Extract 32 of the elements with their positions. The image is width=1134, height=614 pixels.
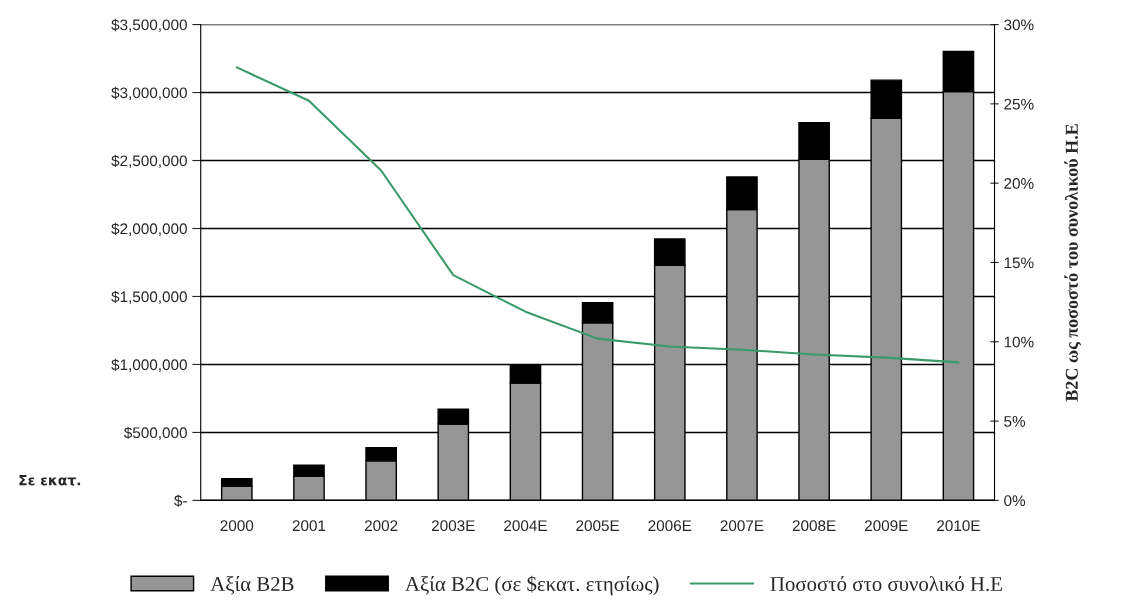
- y-tick-label: $3,500,000: [111, 18, 187, 33]
- y-tick-label: $2,000,000: [111, 222, 187, 236]
- x-tick-label: 2000: [220, 520, 254, 532]
- x-tick-label: 2002: [364, 520, 398, 532]
- x-tick-label: 2004E: [504, 520, 547, 532]
- x-tick-label: 2008E: [792, 520, 836, 532]
- x-tick-label: 2009E: [864, 520, 908, 532]
- y2-tick-label: 25%: [1004, 98, 1034, 110]
- y-tick-label: $-: [174, 494, 187, 508]
- y-tick-label: $500,000: [123, 426, 187, 440]
- x-tick-label: 2007E: [720, 520, 764, 532]
- x-tick-label: 2010E: [937, 520, 980, 532]
- x-tick-label: 2001: [292, 520, 326, 532]
- y-tick-label: $1,000,000: [111, 358, 187, 372]
- y-tick-label: $2,500,000: [111, 154, 187, 169]
- x-tick-label: 2006E: [648, 520, 692, 532]
- y2-tick-label: 5%: [1004, 416, 1026, 427]
- legend-label: Αξία B2B: [210, 576, 294, 595]
- y2-tick-label: 20%: [1004, 178, 1034, 189]
- legend-label: Αξία B2C (σε $εκατ. ετησίως): [405, 575, 659, 596]
- y-tick-label: $1,500,000: [111, 290, 187, 304]
- y2-tick-label: 15%: [1004, 257, 1034, 269]
- y2-tick-label: 0%: [1004, 495, 1026, 507]
- y-tick-label: $3,000,000: [111, 86, 187, 101]
- line-series: [235, 66, 960, 364]
- y-axis-title: Σε εκατ.: [19, 475, 81, 486]
- x-tick-label: 2003E: [431, 520, 475, 532]
- y2-axis-title: B2C ως ποσοστό του συνολικού Η.Ε: [1064, 124, 1082, 402]
- legend-label: Ποσοστό στο συνολικό Η.Ε: [770, 576, 1002, 592]
- y2-tick-label: 30%: [1004, 19, 1034, 31]
- y2-tick-label: 10%: [1004, 336, 1034, 348]
- x-tick-label: 2005E: [576, 520, 620, 532]
